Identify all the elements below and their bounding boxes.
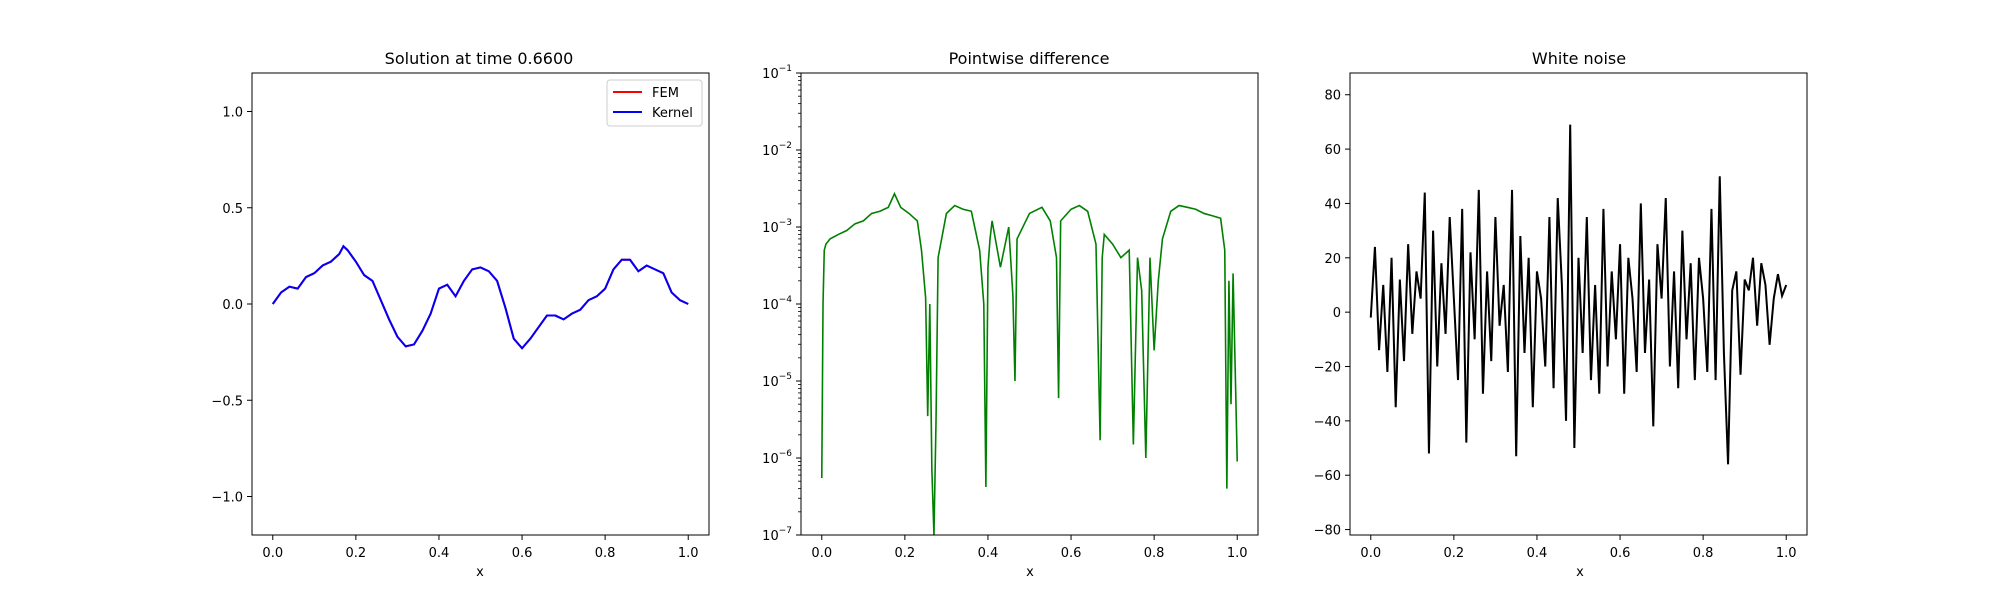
x-tick-label: 0.4 <box>1527 546 1548 561</box>
y-tick-label: −20 <box>1314 361 1341 376</box>
solution-panel: Solution at time 0.6600 0.0 0.2 0.4 0.6 0.8 1… <box>211 49 710 580</box>
y-tick-label: 80 <box>1324 89 1341 104</box>
y-tick-label: −0.5 <box>211 394 243 409</box>
solution-lines <box>271 244 689 350</box>
legend-kernel-label: Kernel <box>652 106 693 121</box>
x-tick-label: 1.0 <box>678 546 699 561</box>
y-tick-label: 40 <box>1324 197 1341 212</box>
x-tick-label: 0.2 <box>1444 546 1465 561</box>
x-tick-label: 0.8 <box>595 546 616 561</box>
y-tick-label: −80 <box>1314 524 1341 539</box>
y-tick-label: 0 <box>1333 306 1341 321</box>
legend-fem-label: FEM <box>652 86 679 101</box>
y-tick-label: 0.0 <box>222 298 243 313</box>
x-tick-label: 0.6 <box>1610 546 1631 561</box>
x-tick-label: 1.0 <box>1227 546 1248 561</box>
noise-xlabel: x <box>1576 565 1584 580</box>
y-tick-label: −40 <box>1314 415 1341 430</box>
difference-xlabel: x <box>1026 565 1034 580</box>
x-tick-label: 1.0 <box>1776 546 1797 561</box>
noise-panel: White noise 0.0 0.2 0.4 0.6 0.8 1.0 −80 −60 −40 −… <box>1314 49 1808 580</box>
difference-axes-frame <box>800 72 1259 536</box>
solution-axes-frame <box>251 72 710 536</box>
y-tick-label: 1.0 <box>222 106 243 121</box>
x-tick-label: 0.2 <box>346 546 367 561</box>
x-tick-label: 0.4 <box>978 546 999 561</box>
x-tick-label: 0.8 <box>1144 546 1165 561</box>
noise-ticks: 0.0 0.2 0.4 0.6 0.8 1.0 −80 −60 −40 −20 0 20 40 60 80 <box>1314 89 1797 561</box>
x-tick-label: 0.2 <box>895 546 916 561</box>
noise-title: White noise <box>1532 49 1626 68</box>
y-tick-label: 60 <box>1324 143 1341 158</box>
noise-axes-frame <box>1349 72 1808 536</box>
legend: FEM Kernel <box>606 79 703 127</box>
y-tick-label: 20 <box>1324 252 1341 267</box>
x-tick-label: 0.0 <box>1360 546 1381 561</box>
noise-line <box>1369 124 1788 465</box>
y-tick-label: −60 <box>1314 469 1341 484</box>
x-tick-label: 0.6 <box>1061 546 1082 561</box>
kernel-line <box>271 244 689 350</box>
solution-ticks: 0.0 0.2 0.4 0.6 0.8 1.0 −1.0 −0.5 0.0 0.5 1.0 <box>211 106 698 562</box>
y-tick-label: 0.5 <box>222 202 243 217</box>
x-tick-label: 0.8 <box>1693 546 1714 561</box>
x-tick-label: 0.6 <box>512 546 533 561</box>
noise-lines <box>1369 124 1788 465</box>
x-tick-label: 0.0 <box>811 546 832 561</box>
solution-title: Solution at time 0.6600 <box>385 49 574 68</box>
difference-lines <box>820 191 1239 536</box>
difference-title: Pointwise difference <box>949 49 1110 68</box>
difference-line <box>820 191 1239 536</box>
solution-xlabel: x <box>476 565 484 580</box>
x-tick-label: 0.0 <box>262 546 283 561</box>
y-tick-label: −1.0 <box>211 491 243 506</box>
x-tick-label: 0.4 <box>429 546 450 561</box>
